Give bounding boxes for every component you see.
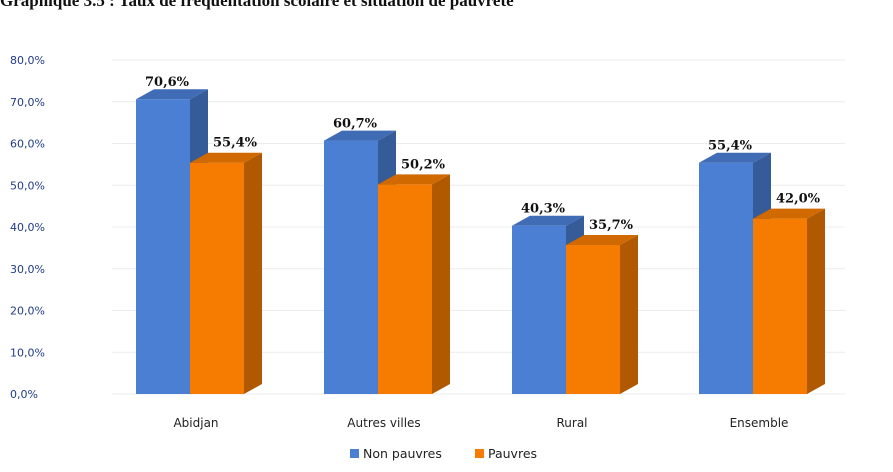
y-tick-label: 70,0%: [10, 96, 45, 109]
data-label: 42,0%: [776, 192, 821, 207]
x-tick-label: Abidjan: [173, 416, 218, 430]
bar: [512, 225, 566, 394]
bar-top: [190, 152, 262, 163]
data-label: 55,4%: [213, 136, 258, 151]
legend-swatch: [350, 449, 359, 458]
y-tick-label: 50,0%: [10, 179, 45, 192]
bar-top: [699, 152, 771, 163]
chart-title: Graphique 3.5 : Taux de fréquentation sc…: [0, 0, 514, 10]
x-tick-label: Ensemble: [730, 416, 789, 430]
bar-side: [432, 174, 450, 394]
bar: [699, 162, 753, 394]
y-tick-label: 60,0%: [10, 138, 45, 151]
data-label: 50,2%: [401, 157, 446, 172]
bar-top: [324, 130, 396, 141]
y-tick-label: 30,0%: [10, 263, 45, 276]
y-tick-label: 80,0%: [10, 54, 45, 67]
bar-side: [807, 208, 825, 394]
bar-top: [566, 234, 638, 245]
legend-label: Non pauvres: [363, 446, 442, 461]
bar: [753, 218, 807, 394]
bar-side: [244, 152, 262, 394]
legend-label: Pauvres: [488, 446, 537, 461]
bar-top: [136, 89, 208, 100]
bar-top: [512, 215, 584, 226]
bar-top: [378, 174, 450, 185]
y-tick-label: 10,0%: [10, 346, 45, 359]
bar: [324, 140, 378, 394]
data-label: 35,7%: [589, 218, 634, 233]
data-label: 70,6%: [145, 75, 190, 90]
bar: [190, 162, 244, 394]
legend-swatch: [475, 449, 484, 458]
bar: [136, 99, 190, 395]
x-tick-label: Rural: [556, 416, 587, 430]
y-tick-label: 40,0%: [10, 221, 45, 234]
bar-top: [753, 208, 825, 219]
bar: [566, 244, 620, 394]
y-tick-label: 0,0%: [10, 388, 38, 401]
data-label: 40,3%: [521, 202, 566, 217]
data-label: 55,4%: [708, 139, 753, 154]
bar-side: [620, 234, 638, 394]
x-tick-label: Autres villes: [347, 416, 420, 430]
y-tick-label: 20,0%: [10, 305, 45, 318]
data-label: 60,7%: [333, 117, 378, 132]
bar: [378, 184, 432, 394]
